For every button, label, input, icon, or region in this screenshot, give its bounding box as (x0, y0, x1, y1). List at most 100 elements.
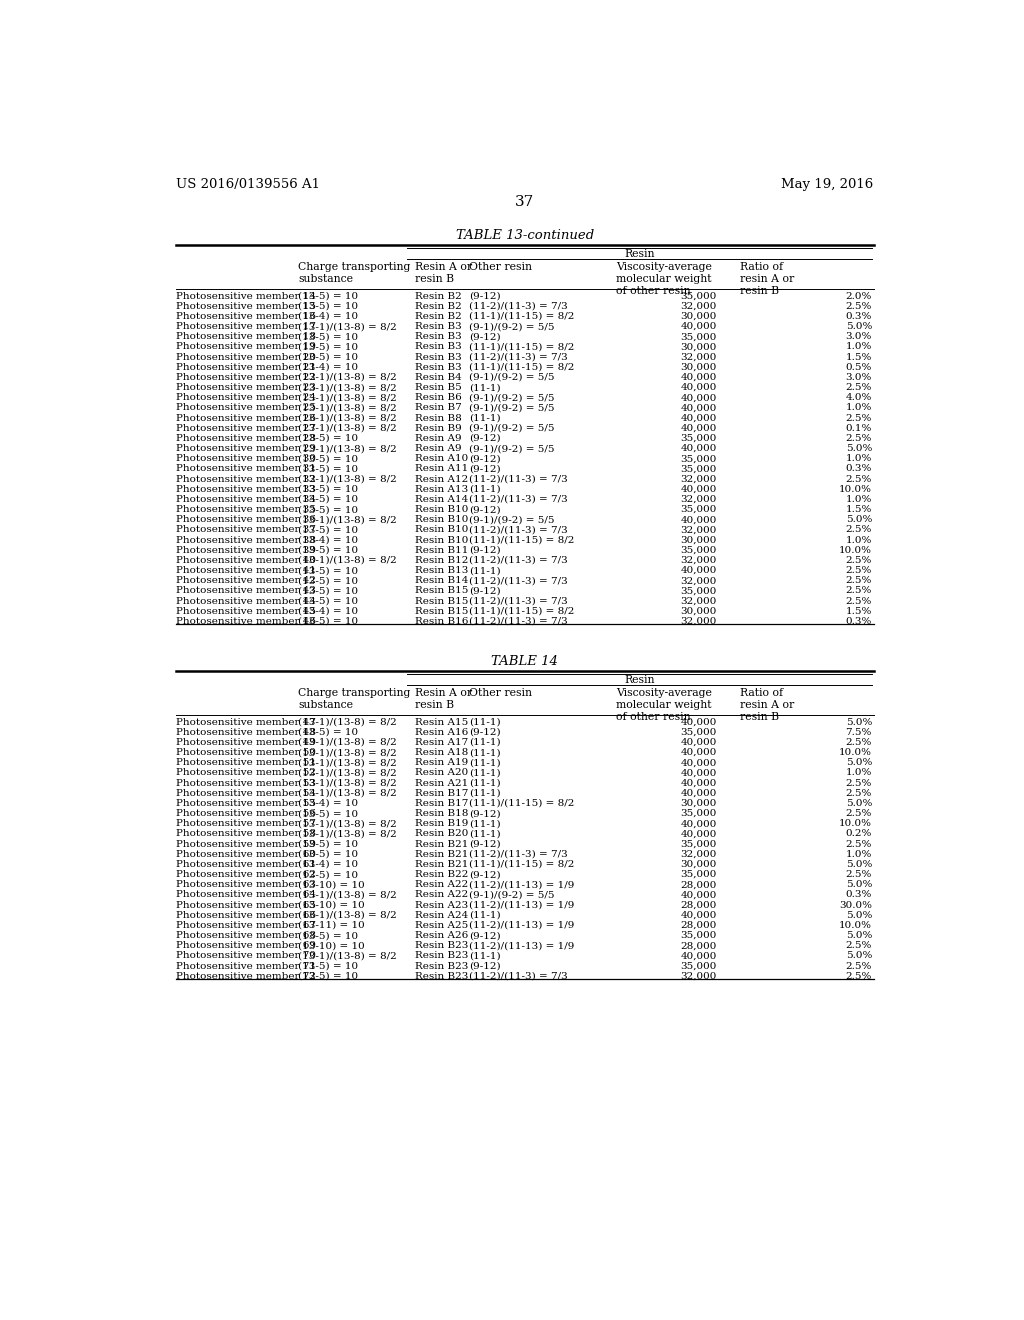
Text: (13-4) = 10: (13-4) = 10 (299, 363, 358, 372)
Text: Resin: Resin (625, 249, 654, 259)
Text: 28,000: 28,000 (681, 900, 717, 909)
Text: Resin B4: Resin B4 (415, 374, 462, 381)
Text: Photosensitive member 43: Photosensitive member 43 (176, 586, 316, 595)
Text: (13-1)/(13-8) = 8/2: (13-1)/(13-8) = 8/2 (299, 444, 397, 453)
Text: 30,000: 30,000 (681, 607, 717, 615)
Text: 40,000: 40,000 (681, 789, 717, 797)
Text: (11-2)/(11-13) = 1/9: (11-2)/(11-13) = 1/9 (469, 900, 574, 909)
Text: (13-1)/(13-8) = 8/2: (13-1)/(13-8) = 8/2 (299, 789, 397, 797)
Text: Resin B23: Resin B23 (415, 961, 468, 970)
Text: (9-12): (9-12) (469, 506, 501, 513)
Text: (13-5) = 10: (13-5) = 10 (299, 484, 358, 494)
Text: 30,000: 30,000 (681, 363, 717, 372)
Text: Photosensitive member 33: Photosensitive member 33 (176, 484, 316, 494)
Text: (13-1)/(13-8) = 8/2: (13-1)/(13-8) = 8/2 (299, 779, 397, 788)
Text: TABLE 14: TABLE 14 (492, 655, 558, 668)
Text: 2.5%: 2.5% (846, 779, 872, 788)
Text: (11-2)/(11-3) = 7/3: (11-2)/(11-3) = 7/3 (469, 972, 567, 981)
Text: 35,000: 35,000 (681, 931, 717, 940)
Text: Photosensitive member 59: Photosensitive member 59 (176, 840, 316, 849)
Text: (11-1)/(11-15) = 8/2: (11-1)/(11-15) = 8/2 (469, 342, 574, 351)
Text: 40,000: 40,000 (681, 911, 717, 920)
Text: Photosensitive member 28: Photosensitive member 28 (176, 434, 316, 444)
Text: Resin B3: Resin B3 (415, 363, 462, 372)
Text: (11-1): (11-1) (469, 566, 501, 576)
Text: 40,000: 40,000 (681, 444, 717, 453)
Text: (13-5) = 10: (13-5) = 10 (299, 961, 358, 970)
Text: Photosensitive member 14: Photosensitive member 14 (176, 292, 316, 301)
Text: Photosensitive member 50: Photosensitive member 50 (176, 748, 316, 758)
Text: Resin A14: Resin A14 (415, 495, 468, 504)
Text: 40,000: 40,000 (681, 738, 717, 747)
Text: 40,000: 40,000 (681, 515, 717, 524)
Text: 2.0%: 2.0% (846, 292, 872, 301)
Text: Resin B2: Resin B2 (415, 312, 462, 321)
Text: Photosensitive member 63: Photosensitive member 63 (176, 880, 316, 890)
Text: (13-5) = 10: (13-5) = 10 (299, 616, 358, 626)
Text: 10.0%: 10.0% (839, 921, 872, 929)
Text: 30.0%: 30.0% (839, 900, 872, 909)
Text: Photosensitive member 34: Photosensitive member 34 (176, 495, 316, 504)
Text: (13-5) = 10: (13-5) = 10 (299, 434, 358, 444)
Text: Photosensitive member 66: Photosensitive member 66 (176, 911, 316, 920)
Text: Photosensitive member 42: Photosensitive member 42 (176, 577, 316, 585)
Text: 2.5%: 2.5% (846, 525, 872, 535)
Text: Resin B17: Resin B17 (415, 789, 468, 797)
Text: 2.5%: 2.5% (846, 961, 872, 970)
Text: (11-1): (11-1) (469, 789, 501, 797)
Text: Resin B22: Resin B22 (415, 870, 468, 879)
Text: Resin B16: Resin B16 (415, 616, 468, 626)
Text: Resin B20: Resin B20 (415, 829, 468, 838)
Text: 2.5%: 2.5% (846, 434, 872, 444)
Text: 30,000: 30,000 (681, 799, 717, 808)
Text: (9-1)/(9-2) = 5/5: (9-1)/(9-2) = 5/5 (469, 891, 555, 899)
Text: 1.0%: 1.0% (846, 454, 872, 463)
Text: 32,000: 32,000 (681, 597, 717, 606)
Text: 40,000: 40,000 (681, 820, 717, 828)
Text: Resin B18: Resin B18 (415, 809, 468, 818)
Text: Photosensitive member 55: Photosensitive member 55 (176, 799, 316, 808)
Text: (11-2)/(11-3) = 7/3: (11-2)/(11-3) = 7/3 (469, 597, 567, 606)
Text: Photosensitive member 67: Photosensitive member 67 (176, 921, 316, 929)
Text: (13-5) = 10: (13-5) = 10 (299, 931, 358, 940)
Text: TABLE 13-continued: TABLE 13-continued (456, 230, 594, 243)
Text: (11-1): (11-1) (469, 718, 501, 726)
Text: Resin B21: Resin B21 (415, 859, 468, 869)
Text: Resin B15: Resin B15 (415, 607, 468, 615)
Text: 5.0%: 5.0% (846, 515, 872, 524)
Text: Resin A13: Resin A13 (415, 484, 468, 494)
Text: (13-5) = 10: (13-5) = 10 (299, 840, 358, 849)
Text: (11-1)/(11-15) = 8/2: (11-1)/(11-15) = 8/2 (469, 312, 574, 321)
Text: (13-5) = 10: (13-5) = 10 (299, 727, 358, 737)
Text: (11-2)/(11-13) = 1/9: (11-2)/(11-13) = 1/9 (469, 941, 574, 950)
Text: Photosensitive member 71: Photosensitive member 71 (176, 961, 316, 970)
Text: 2.5%: 2.5% (846, 840, 872, 849)
Text: Resin A or
resin B: Resin A or resin B (415, 688, 472, 710)
Text: Photosensitive member 32: Photosensitive member 32 (176, 475, 316, 483)
Text: (13-1)/(13-8) = 8/2: (13-1)/(13-8) = 8/2 (299, 383, 397, 392)
Text: 2.5%: 2.5% (846, 789, 872, 797)
Text: Photosensitive member 70: Photosensitive member 70 (176, 952, 316, 961)
Text: 28,000: 28,000 (681, 880, 717, 890)
Text: 35,000: 35,000 (681, 454, 717, 463)
Text: 28,000: 28,000 (681, 941, 717, 950)
Text: 32,000: 32,000 (681, 525, 717, 535)
Text: 5.0%: 5.0% (846, 799, 872, 808)
Text: 40,000: 40,000 (681, 952, 717, 961)
Text: 2.5%: 2.5% (846, 586, 872, 595)
Text: (9-12): (9-12) (469, 434, 501, 444)
Text: Resin: Resin (625, 676, 654, 685)
Text: (13-5) = 10: (13-5) = 10 (299, 809, 358, 818)
Text: 1.5%: 1.5% (846, 607, 872, 615)
Text: 28,000: 28,000 (681, 921, 717, 929)
Text: 35,000: 35,000 (681, 586, 717, 595)
Text: Resin A15: Resin A15 (415, 718, 468, 726)
Text: Resin A12: Resin A12 (415, 475, 468, 483)
Text: Resin A16: Resin A16 (415, 727, 468, 737)
Text: Resin A17: Resin A17 (415, 738, 468, 747)
Text: 5.0%: 5.0% (846, 322, 872, 331)
Text: (13-5) = 10: (13-5) = 10 (299, 972, 358, 981)
Text: Resin B7: Resin B7 (415, 404, 462, 412)
Text: Resin B10: Resin B10 (415, 536, 468, 545)
Text: (11-1): (11-1) (469, 829, 501, 838)
